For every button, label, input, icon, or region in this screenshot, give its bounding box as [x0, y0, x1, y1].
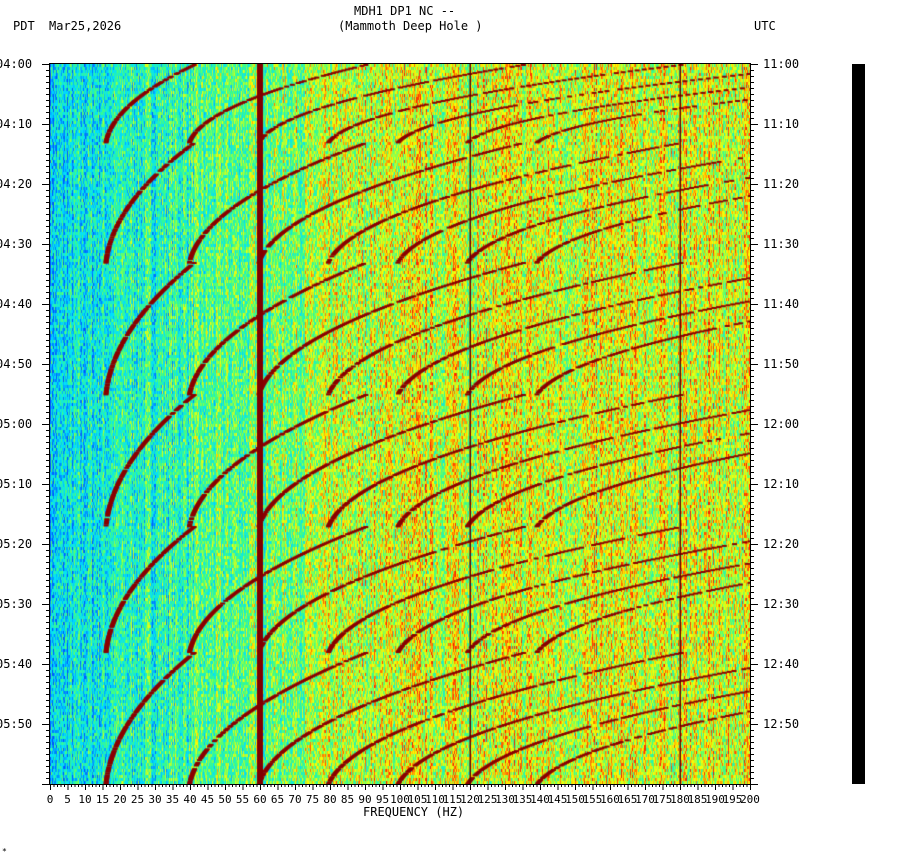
x-tick-label: 100: [390, 793, 410, 806]
x-tick-label: 25: [130, 793, 145, 806]
x-tick-label: 0: [46, 793, 54, 806]
y-tick-label-left: 04:20: [0, 177, 33, 191]
x-tick-label: 125: [477, 793, 498, 806]
y-tick-label-right: 12:50: [763, 717, 800, 731]
x-tick-label: 90: [358, 793, 372, 806]
x-tick-label: 105: [407, 793, 428, 806]
y-tick-label-left: 04:40: [0, 297, 33, 311]
x-tick-label: 75: [305, 793, 320, 806]
x-tick-label: 155: [582, 793, 603, 806]
y-tick-label-left: 05:30: [0, 597, 33, 611]
x-tick-label: 50: [218, 793, 232, 806]
x-tick-label: 70: [288, 793, 302, 806]
y-tick-label-right: 12:40: [763, 657, 800, 671]
y-tick-label-left: 05:00: [0, 417, 33, 431]
x-tick-label: 20: [113, 793, 127, 806]
x-tick-label: 150: [565, 793, 585, 806]
x-tick-label: 180: [670, 793, 690, 806]
x-tick-label: 35: [165, 793, 180, 806]
x-tick-label: 115: [442, 793, 463, 806]
y-tick-label-left: 05:20: [0, 537, 33, 551]
x-tick-label: 60: [253, 793, 267, 806]
footer-mark: *: [2, 847, 7, 856]
x-tick-label: 65: [270, 793, 285, 806]
y-tick-label-right: 11:10: [763, 117, 800, 131]
x-tick-label: 145: [547, 793, 568, 806]
right-timezone: UTC: [754, 19, 776, 33]
x-tick-label: 80: [323, 793, 337, 806]
y-tick-label-left: 05:10: [0, 477, 33, 491]
x-tick-label: 45: [200, 793, 215, 806]
x-tick-label: 175: [652, 793, 673, 806]
spectrogram-heatmap: [50, 64, 750, 784]
x-tick-label: 190: [705, 793, 725, 806]
x-tick-label: 85: [340, 793, 355, 806]
y-tick-label-right: 11:50: [763, 357, 800, 371]
y-tick-label-left: 04:50: [0, 357, 33, 371]
x-tick-label: 195: [722, 793, 743, 806]
x-tick-label: 160: [600, 793, 620, 806]
left-timezone: PDT: [13, 19, 35, 33]
x-tick-label: 10: [78, 793, 92, 806]
x-tick-label: 40: [183, 793, 197, 806]
x-tick-label: 15: [95, 793, 110, 806]
x-tick-label: 95: [375, 793, 390, 806]
x-axis-label: FREQUENCY (HZ): [363, 805, 465, 819]
x-tick-label: 165: [617, 793, 638, 806]
x-tick-label: 55: [235, 793, 250, 806]
y-tick-label-left: 05:40: [0, 657, 33, 671]
y-tick-label-right: 12:10: [763, 477, 800, 491]
y-tick-label-right: 11:20: [763, 177, 800, 191]
y-tick-label-left: 04:00: [0, 57, 33, 71]
amplitude-scale-bar: [852, 64, 865, 784]
y-tick-label-right: 11:40: [763, 297, 800, 311]
x-tick-label: 135: [512, 793, 533, 806]
y-tick-label-right: 12:00: [763, 417, 800, 431]
y-tick-label-left: 04:10: [0, 117, 33, 131]
x-tick-label: 5: [64, 793, 71, 806]
station-title: MDH1 DP1 NC --: [354, 4, 456, 18]
y-tick-label-right: 12:20: [763, 537, 800, 551]
x-tick-label: 140: [530, 793, 550, 806]
y-tick-label-left: 05:50: [0, 717, 33, 731]
date-label: Mar25,2026: [49, 19, 122, 33]
spectrogram-plot: [49, 63, 751, 785]
x-tick-label: 130: [495, 793, 515, 806]
y-tick-label-right: 11:30: [763, 237, 800, 251]
station-subtitle: (Mammoth Deep Hole ): [338, 19, 483, 33]
y-tick-label-right: 12:30: [763, 597, 800, 611]
x-tick-label: 185: [687, 793, 708, 806]
x-tick-label: 170: [635, 793, 655, 806]
x-tick-label: 200: [740, 793, 760, 806]
y-tick-label-left: 04:30: [0, 237, 33, 251]
x-tick-label: 30: [148, 793, 162, 806]
x-tick-label: 110: [425, 793, 445, 806]
x-tick-label: 120: [460, 793, 480, 806]
y-tick-label-right: 11:00: [763, 57, 800, 71]
